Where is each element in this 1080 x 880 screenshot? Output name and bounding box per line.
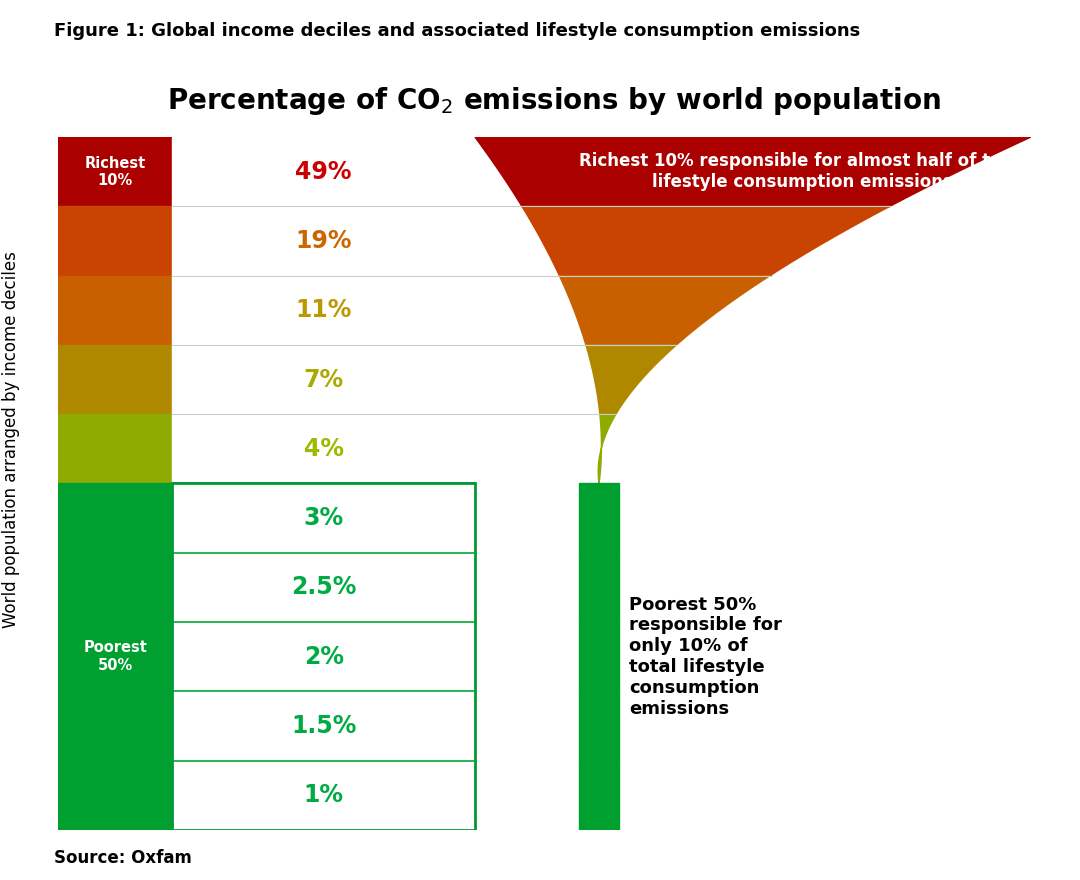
Text: 2.5%: 2.5% bbox=[291, 576, 356, 599]
Polygon shape bbox=[586, 345, 676, 414]
Text: 49%: 49% bbox=[296, 160, 352, 184]
Bar bbox=[58, 345, 173, 414]
Bar bbox=[58, 414, 173, 483]
Bar bbox=[579, 553, 619, 622]
Bar bbox=[173, 692, 475, 760]
Text: Poorest
50%: Poorest 50% bbox=[83, 641, 147, 673]
Bar bbox=[58, 275, 173, 345]
Text: 19%: 19% bbox=[296, 229, 352, 253]
Bar bbox=[173, 345, 475, 414]
Bar bbox=[58, 760, 173, 830]
Polygon shape bbox=[598, 414, 616, 483]
Bar bbox=[173, 414, 475, 483]
Bar bbox=[173, 553, 475, 622]
Bar bbox=[58, 622, 173, 692]
Polygon shape bbox=[522, 207, 890, 275]
Bar bbox=[173, 483, 475, 553]
Text: 1.5%: 1.5% bbox=[291, 714, 356, 738]
Text: 7%: 7% bbox=[303, 368, 343, 392]
Bar bbox=[173, 622, 475, 692]
Bar bbox=[173, 207, 475, 275]
Bar bbox=[58, 483, 173, 553]
Text: Poorest 50%
responsible for
only 10% of
total lifestyle
consumption
emissions: Poorest 50% responsible for only 10% of … bbox=[629, 596, 782, 718]
Bar bbox=[173, 483, 475, 830]
Bar bbox=[58, 692, 173, 760]
Bar bbox=[173, 760, 475, 830]
Title: Percentage of CO$_2$ emissions by world population: Percentage of CO$_2$ emissions by world … bbox=[167, 85, 942, 117]
Bar bbox=[58, 137, 173, 207]
Text: Figure 1: Global income deciles and associated lifestyle consumption emissions: Figure 1: Global income deciles and asso… bbox=[54, 22, 861, 40]
Text: Richest
10%: Richest 10% bbox=[84, 156, 146, 188]
Text: 3%: 3% bbox=[303, 506, 343, 530]
Text: World population arranged by income deciles: World population arranged by income deci… bbox=[2, 252, 19, 628]
Text: 4%: 4% bbox=[303, 436, 343, 461]
Polygon shape bbox=[559, 275, 771, 345]
Bar bbox=[58, 553, 173, 622]
Bar bbox=[173, 137, 475, 207]
Bar bbox=[579, 622, 619, 692]
Bar bbox=[58, 207, 173, 275]
Bar bbox=[579, 760, 619, 830]
Text: 1%: 1% bbox=[303, 783, 343, 807]
Text: 2%: 2% bbox=[303, 645, 343, 669]
Bar bbox=[173, 275, 475, 345]
Polygon shape bbox=[475, 137, 1030, 207]
Bar bbox=[579, 692, 619, 760]
Bar bbox=[579, 483, 619, 553]
Text: Richest 10% responsible for almost half of total
lifestyle consumption emissions: Richest 10% responsible for almost half … bbox=[579, 152, 1026, 191]
Text: Source: Oxfam: Source: Oxfam bbox=[54, 849, 192, 867]
Text: 11%: 11% bbox=[296, 298, 352, 322]
